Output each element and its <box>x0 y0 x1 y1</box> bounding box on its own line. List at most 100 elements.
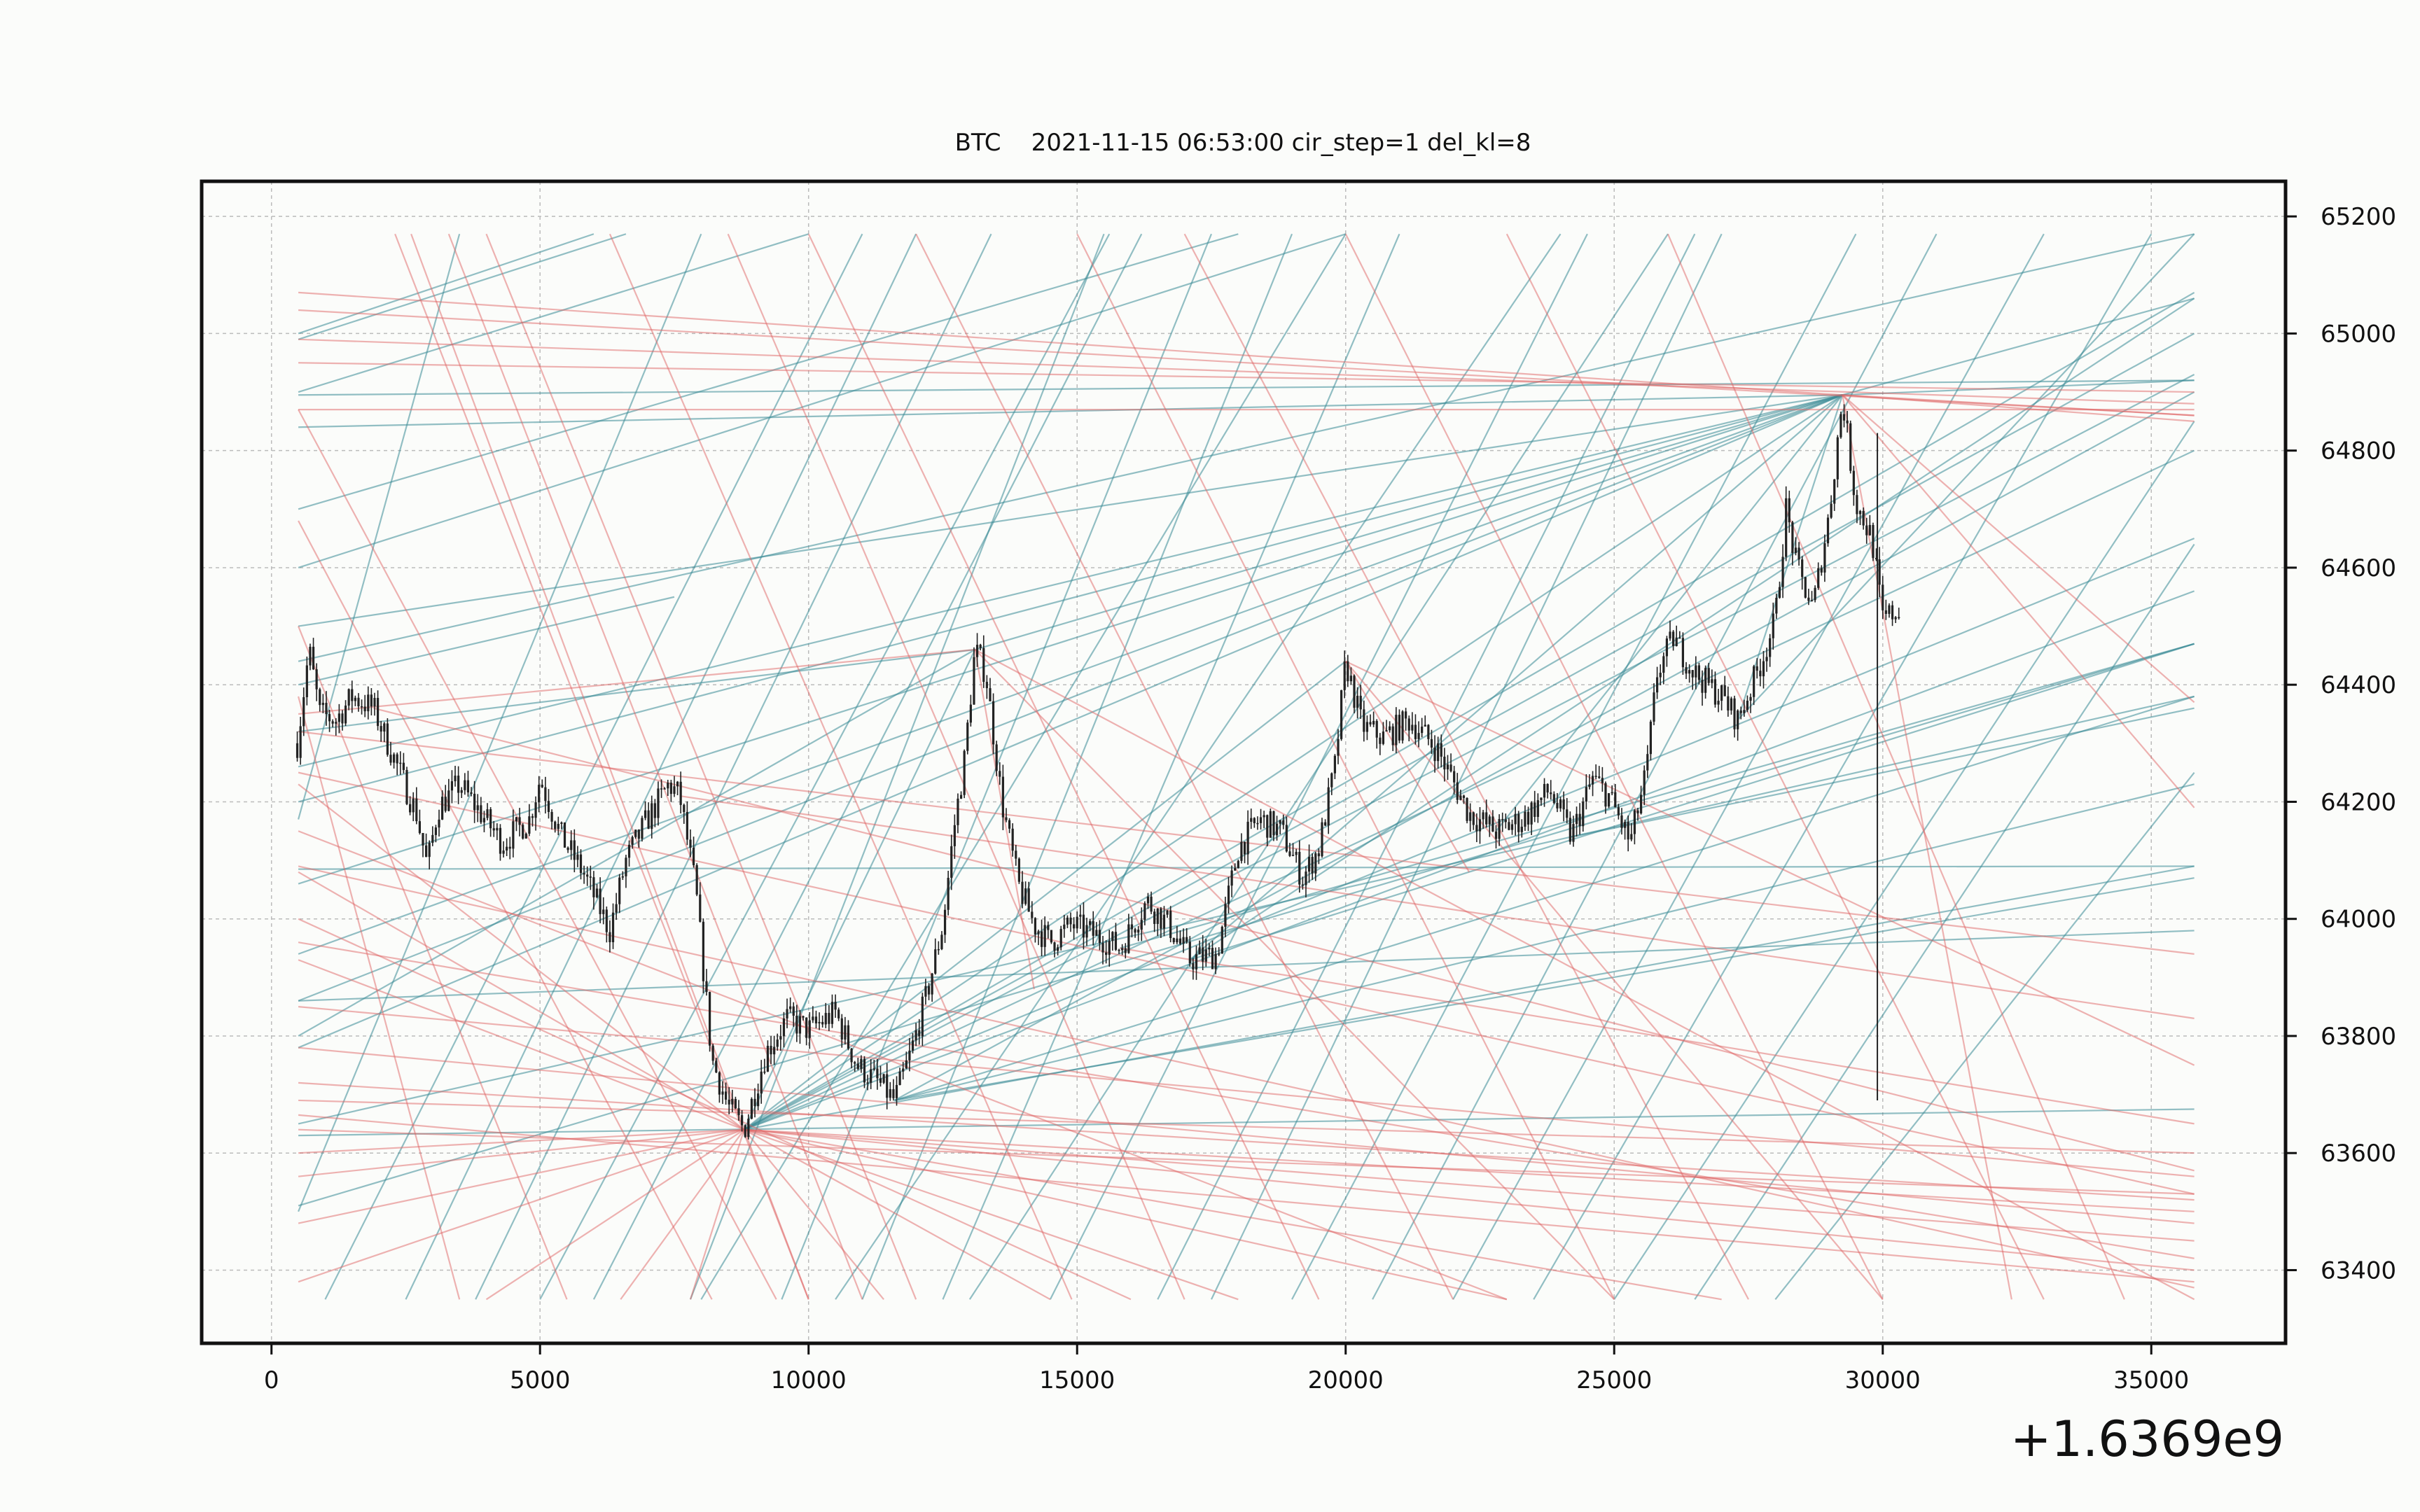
candle-body <box>1311 857 1314 874</box>
candle-body <box>702 921 704 981</box>
resistance-trendline <box>620 1129 745 1300</box>
support-trendline <box>744 332 2195 1130</box>
resistance-trendline <box>744 1128 2195 1212</box>
candle-body <box>1707 668 1710 683</box>
support-trendline <box>298 233 1347 568</box>
candle-body <box>528 816 531 834</box>
candle-body <box>1195 954 1198 969</box>
candle-body <box>1140 920 1143 930</box>
candle-body <box>351 689 354 701</box>
candle-body <box>1797 547 1800 560</box>
candle-body <box>786 1009 788 1018</box>
resistance-trendline <box>298 1128 745 1283</box>
support-trendline <box>1737 233 2195 721</box>
candle-body <box>518 817 521 825</box>
candle-body <box>1424 724 1426 727</box>
candle-body <box>1884 610 1887 614</box>
candle-body <box>1678 637 1681 639</box>
resistance-trendline <box>1120 947 2195 1125</box>
candle-body <box>476 805 479 811</box>
candle-body <box>1872 525 1875 559</box>
candle-body <box>1665 638 1669 657</box>
resistance-trendline <box>298 1128 2195 1195</box>
candle-body <box>609 932 611 942</box>
candle-body <box>541 785 543 788</box>
candle-body <box>766 1046 770 1072</box>
candle-body <box>1562 799 1565 810</box>
candle-body <box>1717 701 1720 705</box>
candle-body <box>1314 853 1317 874</box>
candle-body <box>934 949 937 974</box>
support-trendline <box>1774 771 2195 1300</box>
candle-body <box>1582 802 1585 827</box>
candle-body <box>779 1036 782 1040</box>
candle-body <box>886 1074 889 1098</box>
candle-body <box>338 713 340 722</box>
candle-body <box>1385 730 1388 732</box>
candle-body <box>1604 783 1607 807</box>
candle-body <box>1662 656 1665 673</box>
candle-body <box>1379 737 1382 744</box>
candle-body <box>1063 924 1066 930</box>
candle-body <box>921 996 924 1037</box>
candle-body <box>1649 721 1652 755</box>
candle-body <box>457 776 460 793</box>
candle-body <box>618 877 621 904</box>
candle-body <box>412 798 415 813</box>
support-trendline <box>1189 643 2195 961</box>
candle-body <box>1862 510 1865 526</box>
candle-body <box>1414 724 1417 739</box>
candle-body <box>1801 559 1804 578</box>
candle-body <box>1569 818 1571 842</box>
candle-body <box>1059 929 1062 948</box>
candle-body <box>1256 822 1259 825</box>
candle-body <box>1504 819 1507 822</box>
resistance-trendline <box>1667 233 2125 1300</box>
candle-body <box>641 818 644 839</box>
candlesticks <box>295 404 1900 1140</box>
x-tick-label: 15000 <box>1039 1366 1115 1394</box>
candle-body <box>1227 886 1230 904</box>
candle-body <box>1472 812 1475 825</box>
candle-body <box>1482 812 1484 820</box>
candle-body <box>1162 914 1166 929</box>
resistance-trendline <box>298 783 745 1130</box>
support-trendline <box>592 233 1143 1300</box>
candle-body <box>973 657 975 705</box>
candle-body <box>1762 661 1765 677</box>
candle-body <box>1214 953 1217 969</box>
candle-body <box>534 802 537 818</box>
candle-body <box>1785 498 1788 557</box>
candle-body <box>731 1098 734 1105</box>
candle-body <box>995 744 998 771</box>
candle-body <box>370 694 373 707</box>
candle-body <box>470 792 473 794</box>
candle-body <box>1494 831 1498 839</box>
candle-body <box>1407 718 1410 731</box>
candle-body <box>1111 932 1114 941</box>
candle-body <box>763 1071 766 1073</box>
candle-body <box>927 986 931 995</box>
x-tick-label: 25000 <box>1576 1366 1652 1394</box>
candle-body <box>335 722 338 724</box>
candle-body <box>599 888 601 914</box>
candle-body <box>844 1025 847 1040</box>
candle-body <box>1814 587 1816 601</box>
candle-body <box>1849 423 1852 471</box>
candle-body <box>425 845 428 858</box>
candle-body <box>653 803 656 818</box>
candle-body <box>438 819 440 828</box>
candle-body <box>1643 770 1646 795</box>
candle-body <box>380 726 382 732</box>
candle-body <box>1108 941 1111 955</box>
candle-body <box>1534 802 1536 817</box>
candle-body <box>1137 930 1140 933</box>
candle-body <box>872 1068 875 1070</box>
candle-body <box>1015 850 1017 859</box>
candle-body <box>1498 819 1501 839</box>
candle-body <box>660 788 663 790</box>
candle-body <box>1156 908 1159 924</box>
resistance-trendline <box>1505 233 2045 1300</box>
candle-body <box>1066 917 1069 925</box>
